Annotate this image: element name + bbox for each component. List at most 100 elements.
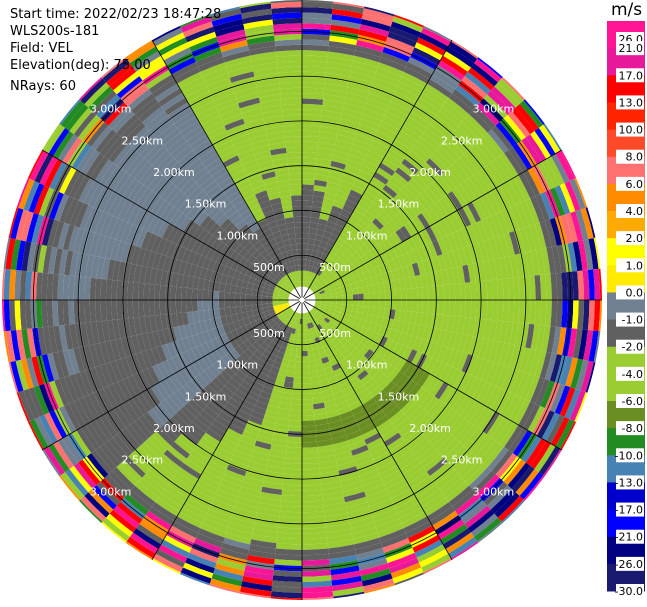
radar-gate: [152, 405, 169, 425]
radar-gate: [362, 160, 379, 173]
radar-gate: [239, 154, 257, 166]
radar-gate: [330, 24, 360, 35]
radar-gate: [172, 413, 189, 430]
radar-gate: [287, 279, 293, 285]
radar-gate: [164, 376, 179, 394]
radar-gate: [289, 355, 297, 362]
radar-gate: [26, 212, 39, 243]
radar-gate: [319, 303, 326, 308]
radar-gate: [193, 445, 212, 461]
radar-gate: [365, 488, 389, 502]
radar-gate: [217, 197, 231, 211]
radar-gate: [325, 67, 351, 77]
radar-gate: [355, 311, 363, 320]
radar-gate: [437, 519, 465, 540]
radar-gate: [212, 377, 225, 390]
radar-gate: [392, 139, 411, 155]
radar-gate: [317, 223, 327, 232]
radar-gate: [339, 179, 354, 190]
radar-gate: [186, 236, 198, 251]
radar-gate: [380, 52, 408, 67]
radar-gate: [336, 400, 349, 410]
radar-gate: [493, 258, 503, 280]
radar-gate: [549, 354, 563, 383]
radar-gate: [370, 503, 395, 518]
radar-gate: [215, 241, 226, 253]
radar-gate: [510, 370, 525, 396]
radar-gate: [155, 548, 186, 568]
radar-gate: [181, 287, 188, 300]
colorbar-tick-label: -8.0: [622, 422, 643, 435]
radar-gate: [120, 222, 133, 243]
radar-gate: [110, 218, 123, 240]
radar-gate: [281, 358, 290, 366]
radar-gate: [272, 434, 288, 442]
radar-gate: [131, 246, 142, 265]
radar-gate: [252, 528, 278, 538]
radar-gate: [593, 237, 601, 269]
colorbar-tick-label: 8.0: [626, 151, 644, 164]
radar-gate: [358, 558, 388, 571]
radar-gate: [281, 234, 290, 242]
radar-gate: [250, 300, 257, 306]
radar-gate: [272, 158, 288, 166]
radar-gate: [88, 183, 105, 208]
colorbar-tick-bg: [616, 204, 644, 218]
radar-gate: [362, 479, 384, 492]
radar-gate: [132, 184, 148, 205]
radar-gate: [287, 315, 293, 321]
radar-gate: [204, 269, 213, 281]
radar-gate: [269, 394, 282, 403]
radar-gate: [335, 307, 342, 313]
radar-gate: [3, 268, 11, 300]
colorbar-tick-label: 6.0: [626, 178, 644, 191]
radar-gate: [397, 454, 418, 470]
radar-gate: [261, 300, 268, 305]
radar-gate: [252, 284, 259, 291]
radar-gate: [319, 351, 328, 359]
radar-gate: [369, 258, 379, 269]
radar-gate: [69, 465, 93, 493]
radar-gate: [288, 360, 296, 367]
radar-gate: [519, 100, 544, 128]
radar-gate: [287, 273, 293, 280]
radar-gate: [221, 355, 233, 367]
radar-gate: [300, 313, 302, 319]
radar-gate: [331, 300, 337, 304]
radar-gate: [228, 377, 241, 390]
radar-gate: [326, 533, 353, 544]
radar-gate: [363, 377, 376, 390]
radar-gate: [196, 441, 215, 456]
radar-gate: [150, 197, 166, 216]
ring-label: 2.50km: [441, 134, 483, 147]
radar-gate: [404, 429, 423, 446]
radar-gate: [248, 315, 256, 323]
radar-gate: [99, 132, 121, 157]
radar-gate: [455, 157, 474, 179]
radar-gate: [241, 108, 263, 119]
radar-gate: [481, 280, 488, 300]
radar-gate: [198, 528, 225, 543]
radar-gate: [33, 385, 50, 415]
radar-gate: [197, 278, 205, 290]
radar-gate: [451, 392, 468, 413]
radar-gate: [343, 258, 352, 267]
radar-gate: [331, 362, 341, 372]
radar-gate: [350, 66, 376, 78]
radar-gate: [148, 283, 156, 300]
radar-gate: [340, 476, 361, 487]
radar-gate: [461, 501, 488, 524]
radar-gate: [368, 441, 387, 455]
radar-gate: [327, 51, 354, 61]
radar-gate: [261, 303, 268, 309]
radar-gate: [319, 131, 338, 140]
radar-gate: [343, 250, 352, 259]
radar-gate: [471, 434, 492, 457]
radar-gate: [328, 40, 357, 51]
radar-gate: [491, 450, 513, 475]
radar-gate: [261, 420, 276, 429]
radar-gate: [330, 160, 347, 170]
radar-gate: [224, 283, 232, 293]
radar-gate: [174, 213, 187, 229]
radar-gate: [279, 334, 286, 342]
